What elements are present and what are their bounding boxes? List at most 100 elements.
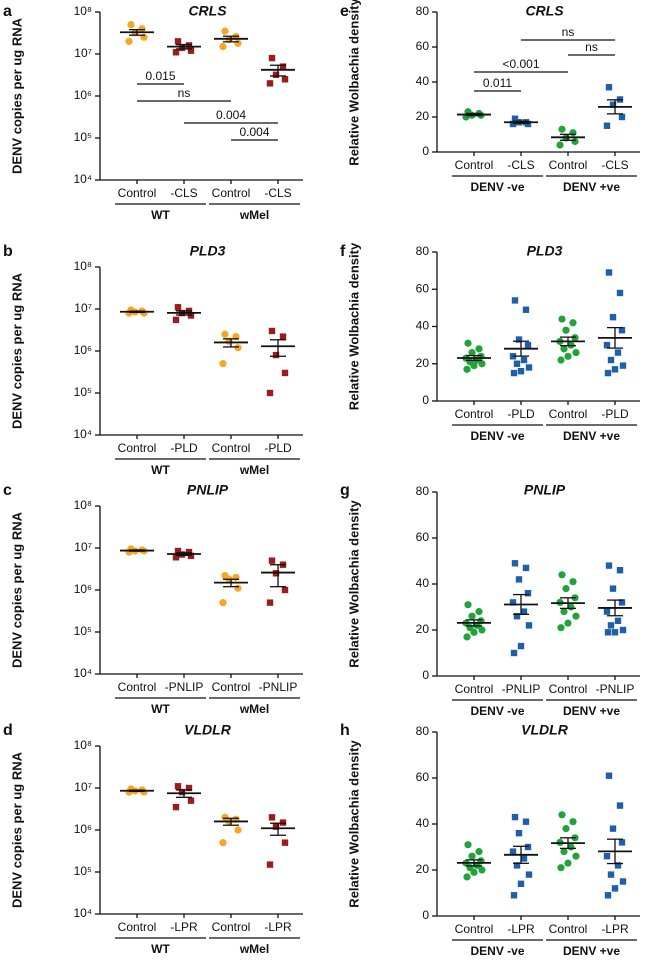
x-tick-label: -LPR <box>601 922 629 936</box>
data-point <box>525 871 533 878</box>
data-point <box>564 619 572 627</box>
y-axis-label: Relative Wolbachia density <box>346 500 361 668</box>
panel-letter: c <box>3 482 12 499</box>
data-point <box>607 356 615 364</box>
x-tick-label: Control <box>455 407 494 421</box>
panel-letter: e <box>340 3 349 20</box>
y-tick-label: 10⁵ <box>74 624 92 638</box>
data-point <box>605 562 613 569</box>
x-tick-label: Control <box>118 680 157 694</box>
x-tick-label: Control <box>455 158 494 172</box>
data-point <box>234 39 242 47</box>
data-point <box>510 892 518 899</box>
data-point <box>279 333 287 340</box>
x-tick-label: Control <box>549 158 588 172</box>
data-point <box>172 803 180 811</box>
panel-title: PLD3 <box>190 243 226 259</box>
data-point <box>520 855 528 862</box>
x-tick-label: -LPR <box>264 920 292 934</box>
data-point <box>172 49 180 56</box>
data-point <box>478 866 486 874</box>
x-tick-label: Control <box>455 922 494 936</box>
x-tick-label: -CLS <box>601 158 628 172</box>
group-label: wMel <box>239 702 269 716</box>
y-tick-label: 0 <box>422 668 429 682</box>
data-point <box>609 313 617 321</box>
data-point <box>268 54 276 62</box>
data-point <box>463 873 471 881</box>
data-point <box>562 825 570 833</box>
panel-title: VLDLR <box>184 722 232 738</box>
data-point <box>525 364 533 371</box>
panel-title: VLDLR <box>521 722 569 738</box>
y-tick-label: 10⁸ <box>74 498 92 512</box>
data-point <box>187 797 195 804</box>
y-tick-label: 10⁷ <box>74 46 92 60</box>
data-point <box>174 547 182 555</box>
x-tick-label: Control <box>118 441 157 455</box>
group-label: DENV +ve <box>563 944 620 958</box>
significance-label: ns <box>178 86 191 100</box>
data-point <box>524 843 532 851</box>
x-tick-label: Control <box>549 407 588 421</box>
data-point <box>572 852 580 860</box>
data-point <box>125 37 133 45</box>
data-point <box>614 617 622 624</box>
data-point <box>569 129 577 137</box>
group-label: WT <box>151 463 170 477</box>
data-point <box>558 571 566 579</box>
x-tick-label: Control <box>118 186 157 200</box>
data-point <box>618 839 626 846</box>
data-point <box>609 825 617 832</box>
data-point <box>604 629 612 636</box>
data-point <box>281 839 289 846</box>
y-tick-label: 10⁵ <box>74 130 92 144</box>
data-point <box>562 585 570 593</box>
y-tick-label: 20 <box>416 356 430 370</box>
data-point <box>522 818 530 825</box>
data-point <box>525 622 533 629</box>
y-tick-label: 10⁴ <box>73 906 92 920</box>
group-label: WT <box>151 702 170 716</box>
data-point <box>509 848 517 855</box>
panel-letter: d <box>3 722 13 739</box>
data-point <box>219 599 227 607</box>
data-point <box>464 841 472 849</box>
y-tick-label: 10⁸ <box>74 259 92 273</box>
data-point <box>470 628 478 636</box>
data-point <box>558 811 566 819</box>
y-tick-label: 0 <box>422 393 429 407</box>
x-tick-label: -PNLIP <box>502 682 541 696</box>
y-tick-label: 60 <box>416 530 430 544</box>
data-point <box>272 823 280 830</box>
data-point <box>572 612 580 620</box>
significance-label: 0.011 <box>483 76 512 90</box>
data-point <box>614 349 622 356</box>
data-point <box>468 348 476 357</box>
data-point <box>603 608 611 615</box>
data-point <box>556 141 564 149</box>
data-point <box>221 27 229 35</box>
group-label: DENV -ve <box>470 180 524 194</box>
group-label: wMel <box>239 208 269 222</box>
y-tick-label: 60 <box>416 39 430 53</box>
data-point <box>515 336 523 343</box>
significance-label: 0.015 <box>145 69 175 83</box>
data-point <box>557 624 565 632</box>
data-point <box>524 341 532 349</box>
data-point <box>510 649 518 657</box>
data-point <box>174 783 182 790</box>
data-point <box>234 344 242 352</box>
x-tick-label: Control <box>455 682 494 696</box>
y-tick-label: 60 <box>416 281 430 295</box>
data-point <box>511 297 519 304</box>
x-tick-label: -LPR <box>170 920 198 934</box>
data-point <box>558 125 566 133</box>
y-tick-label: 10⁷ <box>74 301 92 315</box>
panel-title: PNLIP <box>524 482 566 498</box>
data-point <box>609 101 617 108</box>
data-point <box>268 814 276 821</box>
data-point <box>571 137 579 146</box>
data-point <box>517 880 525 887</box>
x-tick-label: -PNLIP <box>165 680 204 694</box>
